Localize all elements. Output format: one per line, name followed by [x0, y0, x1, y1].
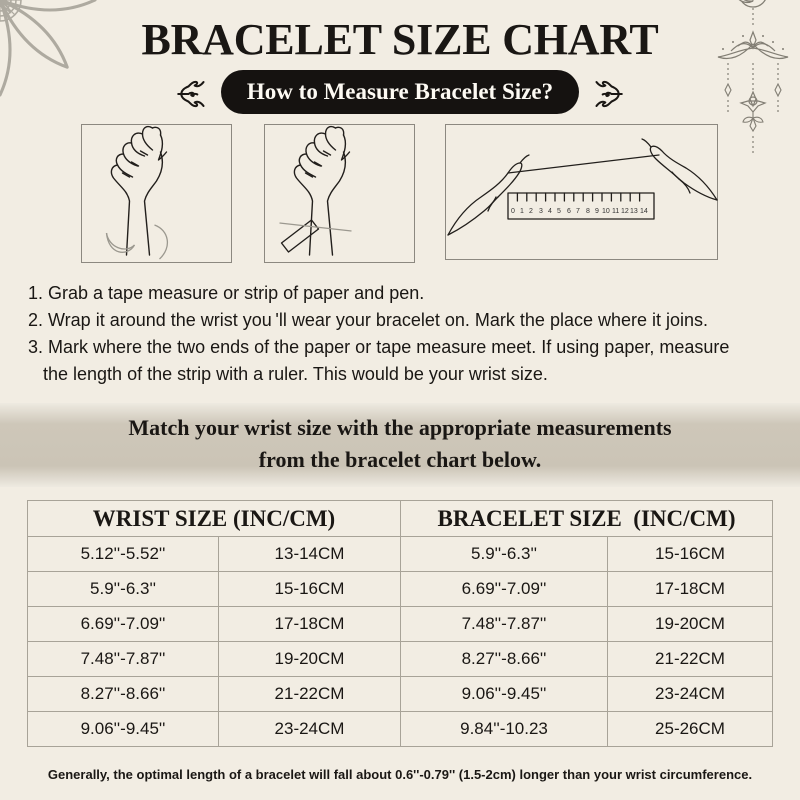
svg-text:14: 14	[640, 208, 648, 215]
svg-text:8: 8	[586, 208, 590, 215]
svg-text:3: 3	[539, 208, 543, 215]
svg-text:0: 0	[511, 208, 515, 215]
svg-text:13: 13	[630, 208, 638, 215]
svg-text:2: 2	[529, 208, 533, 215]
svg-text:12: 12	[621, 208, 629, 215]
svg-text:9: 9	[595, 208, 599, 215]
svg-text:4: 4	[548, 208, 552, 215]
svg-text:10: 10	[602, 208, 610, 215]
svg-text:6: 6	[567, 208, 571, 215]
svg-text:1: 1	[520, 208, 524, 215]
svg-text:11: 11	[612, 208, 619, 215]
svg-text:7: 7	[576, 208, 580, 215]
svg-text:5: 5	[557, 208, 561, 215]
